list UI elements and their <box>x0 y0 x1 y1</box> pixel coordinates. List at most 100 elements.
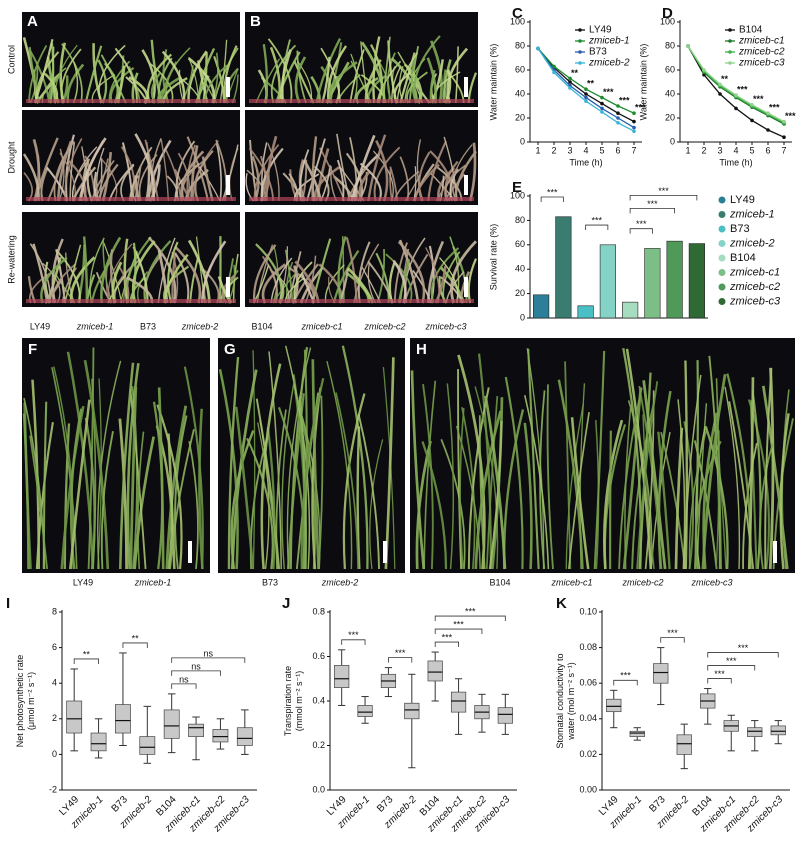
plant-leaf <box>129 386 138 570</box>
bar <box>622 301 639 319</box>
plant-leaf <box>454 46 459 104</box>
caption: zmiceb-c2 <box>363 321 405 331</box>
plant-leaf <box>257 422 279 570</box>
plant-leaf <box>223 45 238 104</box>
plant-leaf <box>413 35 441 104</box>
scale-bar <box>383 541 387 563</box>
legend-label: B73 <box>730 223 750 235</box>
y-tick-label: 0.06 <box>579 678 597 688</box>
plant-leaf <box>281 379 296 570</box>
plant-leaf <box>84 417 96 570</box>
point <box>718 82 722 87</box>
plant-leaf <box>342 393 366 570</box>
y-axis-label: water (mol m⁻² s⁻¹) <box>566 662 576 741</box>
plant-leaf <box>504 376 524 570</box>
x-tick-label: 1 <box>685 145 690 155</box>
point <box>600 95 604 100</box>
plant-leaf <box>133 436 155 570</box>
plant-leaf <box>55 249 81 304</box>
plant-leaf <box>157 249 169 304</box>
sig-bracket <box>388 657 413 663</box>
plant-leaf <box>32 243 49 304</box>
sig-label: *** <box>738 643 749 653</box>
point <box>632 119 636 124</box>
x-tick-label: 3 <box>717 145 722 155</box>
y-tick-label: 0.00 <box>579 784 597 794</box>
row-label: Re-watering <box>6 235 16 284</box>
sig-label: *** <box>785 111 796 121</box>
legend-label: zmiceb-1 <box>588 36 630 47</box>
plant-leaf <box>288 251 302 304</box>
plant-leaf <box>183 366 204 570</box>
legend-label: zmiceb-c3 <box>729 295 781 307</box>
y-tick-label: -2 <box>49 784 57 794</box>
panel-label: K <box>556 595 567 612</box>
legend-marker <box>728 28 732 32</box>
plant-leaf <box>320 47 341 104</box>
plant-leaf <box>82 236 89 304</box>
y-tick-label: 100 <box>510 190 525 200</box>
y-tick-label: 0.02 <box>579 749 597 759</box>
plant-leaf <box>167 241 179 304</box>
sig-bracket <box>434 628 483 635</box>
scale-bar <box>188 541 192 563</box>
legend-marker <box>578 50 582 54</box>
x-tick-label: 1 <box>535 145 540 155</box>
panel-label: G <box>224 341 236 358</box>
plant-leaf <box>341 345 369 570</box>
legend-label: zmiceb-c1 <box>729 266 780 278</box>
sig-bracket <box>171 683 197 689</box>
x-axis-label: Time (h) <box>569 157 602 167</box>
sig-label: *** <box>753 94 764 104</box>
plant-leaf <box>326 360 353 570</box>
plant-leaf <box>100 430 114 570</box>
point <box>584 99 588 103</box>
box <box>139 736 156 755</box>
box <box>115 704 131 734</box>
x-tick-label: 3 <box>567 145 572 155</box>
legend-label: zmiceb-c2 <box>729 281 780 293</box>
sig-label: ** <box>132 633 140 643</box>
plant-leaf <box>84 45 103 104</box>
plant-leaf <box>450 240 478 304</box>
caption: zmiceb-2 <box>321 577 359 587</box>
plant-leaf <box>357 413 380 570</box>
caption: LY49 <box>30 321 50 331</box>
y-tick-label: 20 <box>665 112 675 122</box>
x-tick-label: 7 <box>631 145 636 155</box>
plant-leaf <box>259 419 270 570</box>
legend-label: zmiceb-c2 <box>738 47 785 58</box>
point <box>536 46 540 51</box>
x-tick-label: 6 <box>615 145 620 155</box>
legend-label: zmiceb-1 <box>729 208 775 220</box>
sig-label: ns <box>203 648 213 658</box>
plant-leaf <box>221 144 239 202</box>
sig-bracket <box>629 207 676 214</box>
point <box>600 110 604 114</box>
plant-leaf <box>565 403 584 570</box>
plant-leaf <box>83 359 110 570</box>
y-tick-label: 20 <box>515 112 525 122</box>
legend-marker <box>718 211 726 218</box>
legend-marker <box>728 50 732 54</box>
plant-leaf <box>60 405 85 570</box>
plant-leaf <box>227 356 240 570</box>
soil-line <box>26 99 236 103</box>
plant-leaf <box>262 43 269 104</box>
sig-label: *** <box>453 619 464 629</box>
plant-leaf <box>66 351 95 570</box>
y-tick-label: 20 <box>515 288 525 298</box>
plant-leaf <box>484 395 507 570</box>
legend-marker <box>578 39 582 43</box>
caption: B104 <box>251 321 272 331</box>
sig-label: *** <box>442 632 453 642</box>
point <box>616 111 620 115</box>
plant-leaf <box>357 241 371 304</box>
sig-bracket <box>660 637 685 643</box>
box <box>404 702 420 720</box>
y-axis-label: Stomatal conductivity to <box>555 653 565 748</box>
sig-bracket <box>540 196 564 202</box>
y-tick-label: 60 <box>515 239 525 249</box>
plant-leaf <box>28 44 48 104</box>
panel-label: I <box>6 595 10 612</box>
